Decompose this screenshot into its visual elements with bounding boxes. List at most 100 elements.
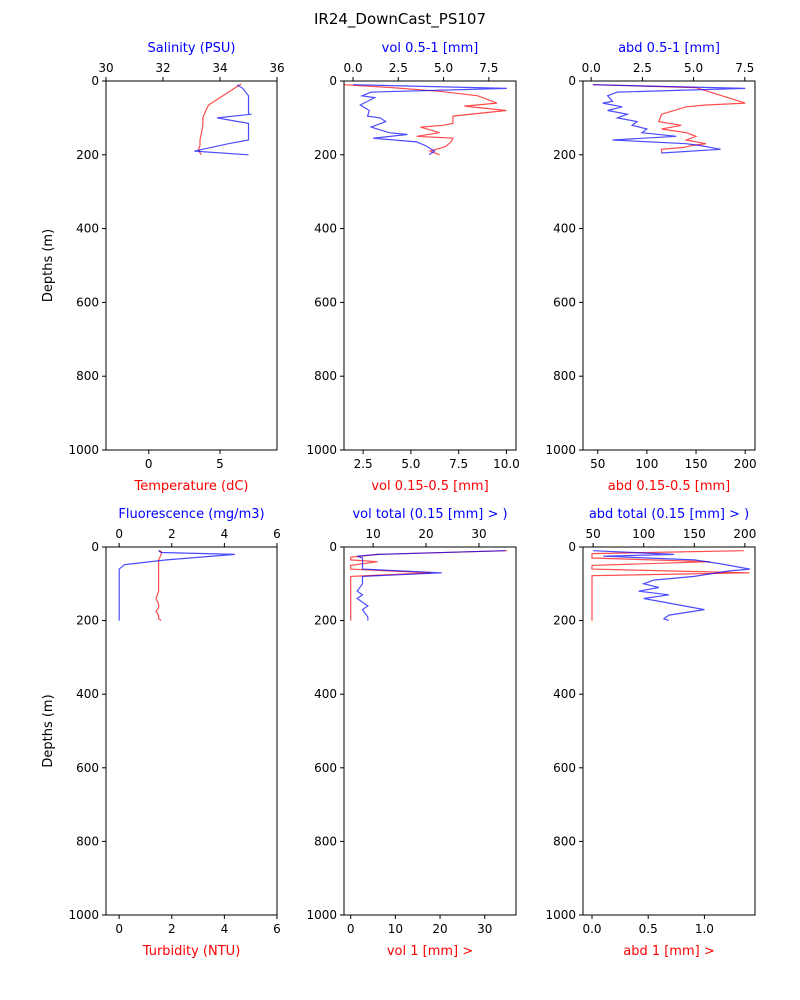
top-x-tick-label: 32 [155, 61, 170, 75]
series-line-5-1 [350, 550, 508, 621]
top-x-tick-label: 2 [168, 527, 176, 541]
bottom-x-tick-label: 0.0 [582, 922, 601, 936]
top-axis-label: vol total (0.15 [mm] > ) [352, 507, 507, 522]
y-axis-label: Depths (m) [41, 694, 56, 767]
bottom-x-tick-label: 50 [590, 457, 605, 471]
top-x-tick-label: 200 [733, 527, 756, 541]
series-line-3-2 [592, 84, 746, 154]
y-tick-label: 200 [314, 614, 337, 628]
y-tick-label: 200 [76, 148, 99, 162]
panel-6: 0 200 400 600 800 1000 0.0 0.5 1.0 abd 1 [mm] > 50… [545, 507, 756, 959]
bottom-x-tick-label: 30 [477, 922, 492, 936]
top-axis-label: Fluorescence (mg/m3) [118, 507, 264, 522]
top-x-tick-label: 30 [98, 61, 113, 75]
plot-frame [105, 80, 278, 451]
y-tick-label: 800 [314, 834, 337, 848]
top-x-tick-label: 100 [632, 527, 655, 541]
top-x-tick-label: 10 [365, 527, 380, 541]
y-tick-label: 400 [76, 222, 99, 236]
top-x-tick-label: 2.5 [633, 61, 652, 75]
y-tick-label: 600 [314, 295, 337, 309]
y-tick-label: 0 [329, 540, 337, 554]
top-axis-label: vol 0.5-1 [mm] [382, 41, 479, 56]
top-axis-label: abd 0.5-1 [mm] [618, 41, 720, 56]
plot-frame [582, 80, 756, 451]
series-line-6-2 [593, 550, 751, 622]
y-tick-label: 1000 [306, 443, 337, 457]
bottom-axis-label: abd 1 [mm] > [623, 944, 715, 959]
plot-frame [582, 546, 756, 916]
y-tick-label: 0 [568, 540, 576, 554]
y-tick-label: 800 [314, 369, 337, 383]
bottom-x-tick-label: 2 [168, 922, 176, 936]
y-tick-label: 800 [76, 369, 99, 383]
top-x-tick-label: 20 [418, 527, 433, 541]
bottom-axis-label: abd 0.15-0.5 [mm] [608, 479, 731, 494]
series-line-1-2 [194, 84, 252, 156]
bottom-x-tick-label: 100 [635, 457, 658, 471]
bottom-x-tick-label: 10.0 [493, 457, 520, 471]
y-tick-label: 400 [314, 687, 337, 701]
series-line-4-1 [155, 550, 162, 622]
y-tick-label: 1000 [545, 908, 576, 922]
plot-frame [343, 546, 517, 916]
top-axis-label: Salinity (PSU) [148, 41, 236, 56]
y-tick-label: 200 [76, 614, 99, 628]
bottom-x-tick-label: 4 [221, 922, 229, 936]
top-x-tick-label: 5.0 [434, 61, 453, 75]
y-axis-label: Depths (m) [41, 229, 56, 302]
top-x-tick-label: 7.5 [479, 61, 498, 75]
plot-frame [105, 546, 278, 916]
bottom-axis-label: vol 1 [mm] > [387, 944, 473, 959]
y-tick-label: 0 [568, 74, 576, 88]
top-x-tick-label: 36 [269, 61, 284, 75]
panel-2: 0 200 400 600 800 1000 2.5 5.0 7.5 10.0 vol 0.15-0… [306, 41, 519, 494]
bottom-x-tick-label: 200 [734, 457, 757, 471]
top-x-tick-label: 0.0 [344, 61, 363, 75]
bottom-x-tick-label: 0.5 [639, 922, 658, 936]
series-line-4-2 [118, 550, 235, 621]
bottom-x-tick-label: 10 [388, 922, 403, 936]
y-tick-label: 0 [329, 74, 337, 88]
figure-title: IR24_DownCast_PS107 [314, 10, 486, 29]
y-tick-label: 600 [553, 295, 576, 309]
y-tick-label: 600 [76, 761, 99, 775]
top-x-tick-label: 150 [683, 527, 706, 541]
top-axis-label: abd total (0.15 [mm] > ) [589, 507, 749, 522]
top-x-tick-label: 30 [471, 527, 486, 541]
y-tick-label: 800 [76, 834, 99, 848]
series-line-2-2 [353, 84, 507, 156]
panel-5: 0 200 400 600 800 1000 0 10 20 30 vol 1 [mm] > 10 20… [306, 507, 517, 959]
series-line-1-1 [197, 83, 242, 156]
plot-frame [343, 80, 517, 451]
top-x-tick-label: 2.5 [389, 61, 408, 75]
y-tick-label: 600 [76, 295, 99, 309]
y-tick-label: 400 [314, 222, 337, 236]
top-x-tick-label: 50 [585, 527, 600, 541]
y-tick-label: 1000 [545, 443, 576, 457]
series-line-3-1 [592, 84, 746, 153]
series-line-5-2 [356, 550, 506, 621]
y-tick-label: 400 [553, 222, 576, 236]
bottom-x-tick-label: 0 [115, 922, 123, 936]
panel-4: 0 200 400 600 800 1000 Depths (m) 0 2 4 6 Turbidity… [41, 507, 281, 959]
bottom-axis-label: Temperature (dC) [134, 479, 249, 494]
bottom-x-tick-label: 150 [685, 457, 708, 471]
y-tick-label: 1000 [306, 908, 337, 922]
y-tick-label: 0 [91, 74, 99, 88]
top-x-tick-label: 7.5 [735, 61, 754, 75]
panel-1: 0 200 400 600 800 1000 Depths (m) 0 5 Temperature… [41, 41, 285, 494]
bottom-x-tick-label: 5.0 [401, 457, 420, 471]
top-x-tick-label: 0.0 [582, 61, 601, 75]
y-tick-label: 800 [553, 369, 576, 383]
bottom-x-tick-label: 2.5 [354, 457, 373, 471]
bottom-x-tick-label: 7.5 [449, 457, 468, 471]
bottom-x-tick-label: 1.0 [695, 922, 714, 936]
top-x-tick-label: 5.0 [684, 61, 703, 75]
top-x-tick-label: 34 [212, 61, 227, 75]
y-tick-label: 1000 [68, 908, 99, 922]
bottom-x-tick-label: 0 [145, 457, 153, 471]
bottom-x-tick-label: 6 [273, 922, 281, 936]
y-tick-label: 600 [314, 761, 337, 775]
